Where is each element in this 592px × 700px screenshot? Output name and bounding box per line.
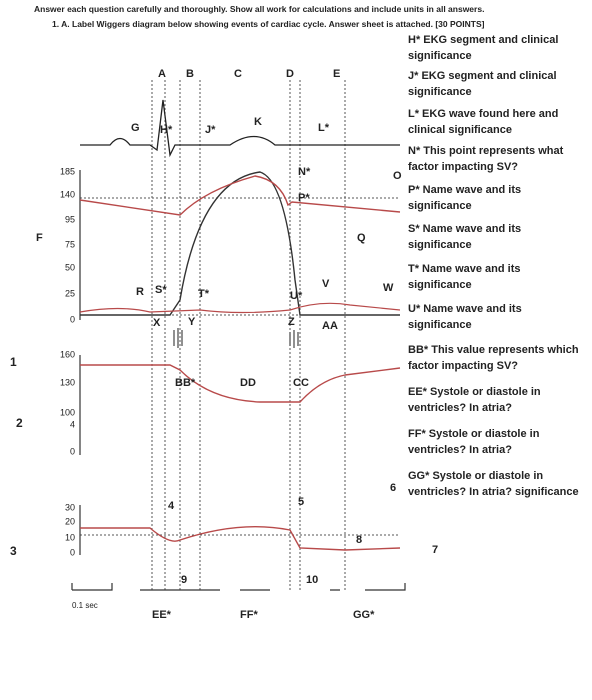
axis-label: 160: [60, 349, 75, 359]
question: GG* Systole or diastole in ventricles? I…: [408, 470, 579, 498]
diagram-label: N*: [298, 166, 311, 178]
diagram-label: 4: [168, 500, 175, 512]
question-line: 1. A. Label Wiggers diagram below showin…: [52, 19, 485, 29]
time-ticks: [71, 583, 406, 591]
diagram-label: D: [286, 68, 294, 80]
question: U* Name wave and its significance: [408, 303, 522, 331]
diagram-label: B: [186, 68, 194, 80]
diagram-label: W: [383, 282, 394, 294]
diagram-label: FF*: [240, 609, 258, 621]
axis-label: 4: [70, 419, 75, 429]
diagram-label: U*: [290, 290, 303, 302]
axis-label: 50: [65, 262, 75, 272]
question: FF* Systole or diastole in ventricles? I…: [408, 428, 540, 456]
diagram-label: 10: [306, 574, 318, 586]
question: EE* Systole or diastole in ventricles? I…: [408, 386, 541, 414]
axis-label: 95: [65, 214, 75, 224]
axis-label: 0: [70, 314, 75, 324]
diagram-label: Z: [288, 316, 295, 328]
lower-pressure: [80, 525, 401, 551]
time-scale: 0.1 sec: [72, 601, 98, 610]
question: BB* This value represents which factor i…: [408, 344, 579, 372]
diagram-label: R: [136, 286, 144, 298]
guides: [80, 80, 400, 590]
diagram-label: 7: [432, 544, 438, 556]
row-number: 2: [16, 416, 23, 430]
diagram-label: F: [36, 232, 43, 244]
axis-label: 75: [65, 239, 75, 249]
atrial-pressure: [79, 302, 401, 314]
axis-label: 140: [60, 189, 75, 199]
diagram-label: BB*: [175, 377, 196, 389]
row-number: 1: [10, 355, 17, 369]
question: J* EKG segment and clinical significance: [408, 70, 557, 98]
diagram-label: Q: [357, 232, 366, 244]
diagram-label: 6: [390, 482, 396, 494]
aortic-pressure: [79, 175, 401, 216]
axis-label: 0: [70, 547, 75, 557]
diagram-label: E: [333, 68, 340, 80]
question: H* EKG segment and clinical significance: [408, 34, 559, 62]
diagram-label: DD: [240, 377, 256, 389]
diagram-label: Y: [188, 316, 196, 328]
question: N* This point represents what factor imp…: [408, 145, 564, 173]
axis-label: 10: [65, 532, 75, 542]
axis-label: 185: [60, 166, 75, 176]
diagram-label: V: [322, 278, 330, 290]
question: T* Name wave and its significance: [408, 263, 521, 291]
axis-label: 130: [60, 377, 75, 387]
diagram-label: 5: [298, 496, 304, 508]
diagram-label: H*: [160, 124, 173, 136]
ekg-trace: [80, 99, 400, 158]
diagram-label: GG*: [353, 609, 375, 621]
axis-label: 25: [65, 288, 75, 298]
diagram-label: G: [131, 122, 140, 134]
diagram-label: T*: [198, 288, 210, 300]
diagram-label: A: [158, 68, 166, 80]
diagram-label: O: [393, 170, 402, 182]
diagram-label: S*: [155, 284, 167, 296]
diagram-label: 9: [181, 574, 187, 586]
diagram-label: CC: [293, 377, 309, 389]
axis-label: 100: [60, 407, 75, 417]
ventricular-pressure: [80, 171, 400, 316]
question: P* Name wave and its significance: [408, 184, 522, 212]
ventricular-volume: [80, 364, 401, 403]
diagram-label: J*: [205, 124, 216, 136]
diagram-label: AA: [322, 320, 338, 332]
diagram-label: L*: [318, 122, 330, 134]
diagram-label: 8: [356, 534, 362, 546]
diagram-label: P*: [298, 192, 310, 204]
instruction: Answer each question carefully and thoro…: [34, 4, 485, 14]
axis-label: 30: [65, 502, 75, 512]
question: S* Name wave and its significance: [408, 223, 522, 251]
diagram-label: EE*: [152, 609, 172, 621]
row-number: 3: [10, 544, 17, 558]
heart-sounds: [173, 328, 299, 348]
axis-label: 20: [65, 516, 75, 526]
question: L* EKG wave found here and clinical sign…: [408, 108, 559, 136]
diagram-label: K: [254, 116, 262, 128]
diagram-label: C: [234, 68, 242, 80]
axis-label: 0: [70, 446, 75, 456]
diagram-label: X: [153, 317, 161, 329]
